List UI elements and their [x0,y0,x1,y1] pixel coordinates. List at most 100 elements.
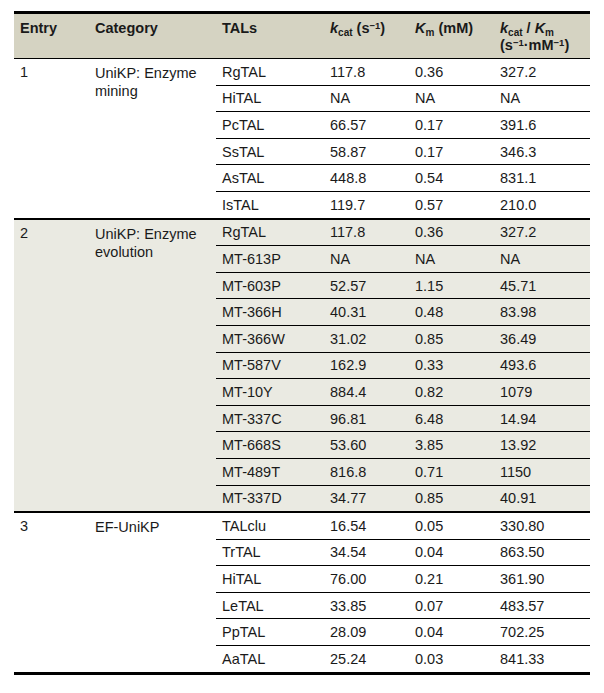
table-row: HiTAL 76.00 0.21 361.90 [216,565,590,592]
kcat-km-ratio-value: 14.94 [494,411,590,427]
tal-name: MT-587V [216,357,324,373]
table-row: MT-337D 34.77 0.85 40.91 [216,485,590,512]
table-row: LeTAL 33.85 0.07 483.57 [216,592,590,619]
kcat-value: 448.8 [324,170,409,186]
table-row: AsTAL 448.8 0.54 831.1 [216,164,590,191]
kcat-value: 76.00 [324,571,409,587]
ratio-unit-line: (s−1·mM−1) [500,37,569,53]
km-value: 0.05 [409,518,494,534]
column-header-category: Category [89,14,216,58]
kcat-km-ratio-value: NA [494,90,590,106]
kcat-unit-pre: (s [353,20,370,36]
tal-name: TrTAL [216,544,324,560]
column-header-km: Km (mM) [409,14,494,58]
km-value: NA [409,251,494,267]
kcat-value: 58.87 [324,144,409,160]
km-value: 0.07 [409,598,494,614]
kcat-km-ratio-value: 327.2 [494,224,590,240]
table-row: RgTAL 117.8 0.36 327.2 [216,220,590,246]
km-value: 0.85 [409,490,494,506]
kcat-unit-post: ) [380,20,385,36]
table-row: PpTAL 28.09 0.04 702.25 [216,618,590,645]
kcat-km-ratio-value: 1079 [494,384,590,400]
km-value: 0.04 [409,544,494,560]
km-value: 0.57 [409,197,494,213]
kcat-value: 162.9 [324,357,409,373]
kcat-value: 33.85 [324,598,409,614]
km-value: 0.03 [409,651,494,667]
kcat-subscript: cat [338,27,352,38]
km-value: 0.33 [409,357,494,373]
tal-name: MT-366H [216,304,324,320]
ratio-unit-p2: ·mM [524,37,554,53]
kcat-value: 40.31 [324,304,409,320]
kcat-km-ratio-value: 45.71 [494,278,590,294]
kcat-km-ratio-value: 391.6 [494,117,590,133]
ratio-symbols-line: kcat / Km [500,20,554,36]
km-unit: (mM) [434,20,473,36]
tal-name: MT-668S [216,437,324,453]
kcat-km-ratio-value: 841.33 [494,651,590,667]
ratio-km-symbol: K [535,20,545,36]
table-row: HiTAL NA NA NA [216,85,590,112]
tal-name: AaTAL [216,651,324,667]
kcat-km-ratio-value: 210.0 [494,197,590,213]
kcat-value: NA [324,251,409,267]
km-value: 0.36 [409,64,494,80]
kcat-km-ratio-value: 330.80 [494,518,590,534]
tal-name: HiTAL [216,90,324,106]
kcat-value: 884.4 [324,384,409,400]
section-rows: RgTAL 117.8 0.36 327.2 MT-613P NA NA NA … [216,220,590,512]
km-value: 0.04 [409,624,494,640]
table-row: MT-366H 40.31 0.48 83.98 [216,298,590,325]
kcat-km-ratio-value: 36.49 [494,331,590,347]
kcat-km-ratio-value: 831.1 [494,170,590,186]
table-row: MT-337C 96.81 6.48 14.94 [216,405,590,432]
kcat-km-ratio-value: 327.2 [494,64,590,80]
tal-name: RgTAL [216,224,324,240]
table-row: AaTAL 25.24 0.03 841.33 [216,645,590,672]
ratio-unit-p3: ) [564,37,569,53]
table-header-row: Entry Category TALs kcat (s−1) Km (mM) k… [14,14,590,59]
kcat-symbol: k [330,20,338,36]
km-value: 0.48 [409,304,494,320]
kcat-value: 34.77 [324,490,409,506]
kcat-value: 53.60 [324,437,409,453]
tal-name: PcTAL [216,117,324,133]
table-row: MT-366W 31.02 0.85 36.49 [216,325,590,352]
tal-name: HiTAL [216,571,324,587]
table-row: SsTAL 58.87 0.17 346.3 [216,138,590,165]
kcat-value: 16.54 [324,518,409,534]
table-row: MT-587V 162.9 0.33 493.6 [216,352,590,379]
ratio-unit-exp1: −1 [513,37,524,48]
km-value: 3.85 [409,437,494,453]
ratio-slash: / [523,20,535,36]
section-rows: TALclu 16.54 0.05 330.80 TrTAL 34.54 0.0… [216,513,590,672]
tal-name: MT-10Y [216,384,324,400]
table-section: 2 UniKP: Enzyme evolution RgTAL 117.8 0.… [14,218,590,512]
km-value: 0.17 [409,144,494,160]
page: Entry Category TALs kcat (s−1) Km (mM) k… [0,0,604,693]
km-value: 0.85 [409,331,494,347]
tal-name: MT-366W [216,331,324,347]
kcat-km-ratio-value: 863.50 [494,544,590,560]
entry-number: 2 [14,220,89,512]
table-row: MT-668S 53.60 3.85 13.92 [216,431,590,458]
category-label: EF-UniKP [89,513,216,672]
tal-name: TALclu [216,518,324,534]
table-row: MT-613P NA NA NA [216,245,590,272]
kcat-value: 119.7 [324,197,409,213]
ratio-unit-exp2: −1 [554,37,565,48]
kcat-km-ratio-value: 361.90 [494,571,590,587]
km-value: 0.54 [409,170,494,186]
table-row: IsTAL 119.7 0.57 210.0 [216,191,590,218]
kcat-value: NA [324,90,409,106]
tal-name: PpTAL [216,624,324,640]
table-row: TALclu 16.54 0.05 330.80 [216,513,590,539]
km-value: NA [409,90,494,106]
km-value: 0.17 [409,117,494,133]
tal-name: MT-613P [216,251,324,267]
table-row: RgTAL 117.8 0.36 327.2 [216,59,590,85]
kcat-value: 117.8 [324,224,409,240]
km-value: 0.71 [409,464,494,480]
